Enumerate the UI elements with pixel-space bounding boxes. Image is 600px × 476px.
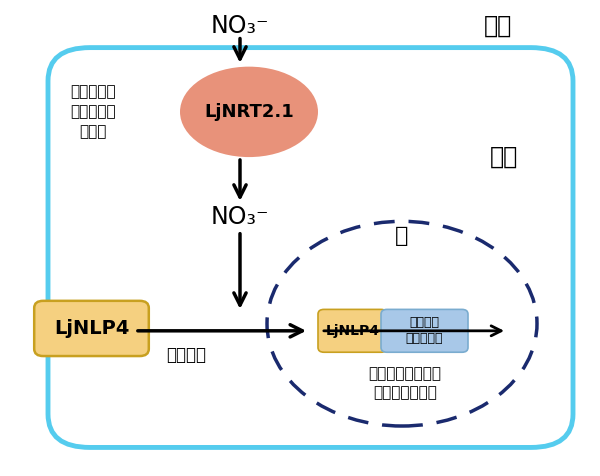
Text: 根粒形成関連遅伝
子の発現を調節: 根粒形成関連遅伝 子の発現を調節 xyxy=(368,366,442,401)
Text: 碷酸イオン
の細胞内へ
の流入: 碷酸イオン の細胞内へ の流入 xyxy=(70,85,116,139)
FancyBboxPatch shape xyxy=(381,309,468,352)
FancyBboxPatch shape xyxy=(318,309,387,352)
Text: 土壌: 土壌 xyxy=(484,14,512,38)
Ellipse shape xyxy=(267,221,537,426)
Ellipse shape xyxy=(180,67,318,157)
Text: 細胞: 細胞 xyxy=(490,145,518,169)
Text: LjNLP4: LjNLP4 xyxy=(325,324,380,338)
Text: 核へ移動: 核へ移動 xyxy=(166,346,206,364)
Text: LjNRT2.1: LjNRT2.1 xyxy=(204,103,294,121)
Text: 核: 核 xyxy=(395,226,409,246)
FancyBboxPatch shape xyxy=(48,48,573,447)
FancyBboxPatch shape xyxy=(34,301,149,356)
Text: NO₃⁻: NO₃⁻ xyxy=(211,205,269,228)
Text: 根粒形成
関連遅伝子: 根粒形成 関連遅伝子 xyxy=(406,317,443,345)
Text: NO₃⁻: NO₃⁻ xyxy=(211,14,269,38)
Text: LjNLP4: LjNLP4 xyxy=(54,319,129,338)
